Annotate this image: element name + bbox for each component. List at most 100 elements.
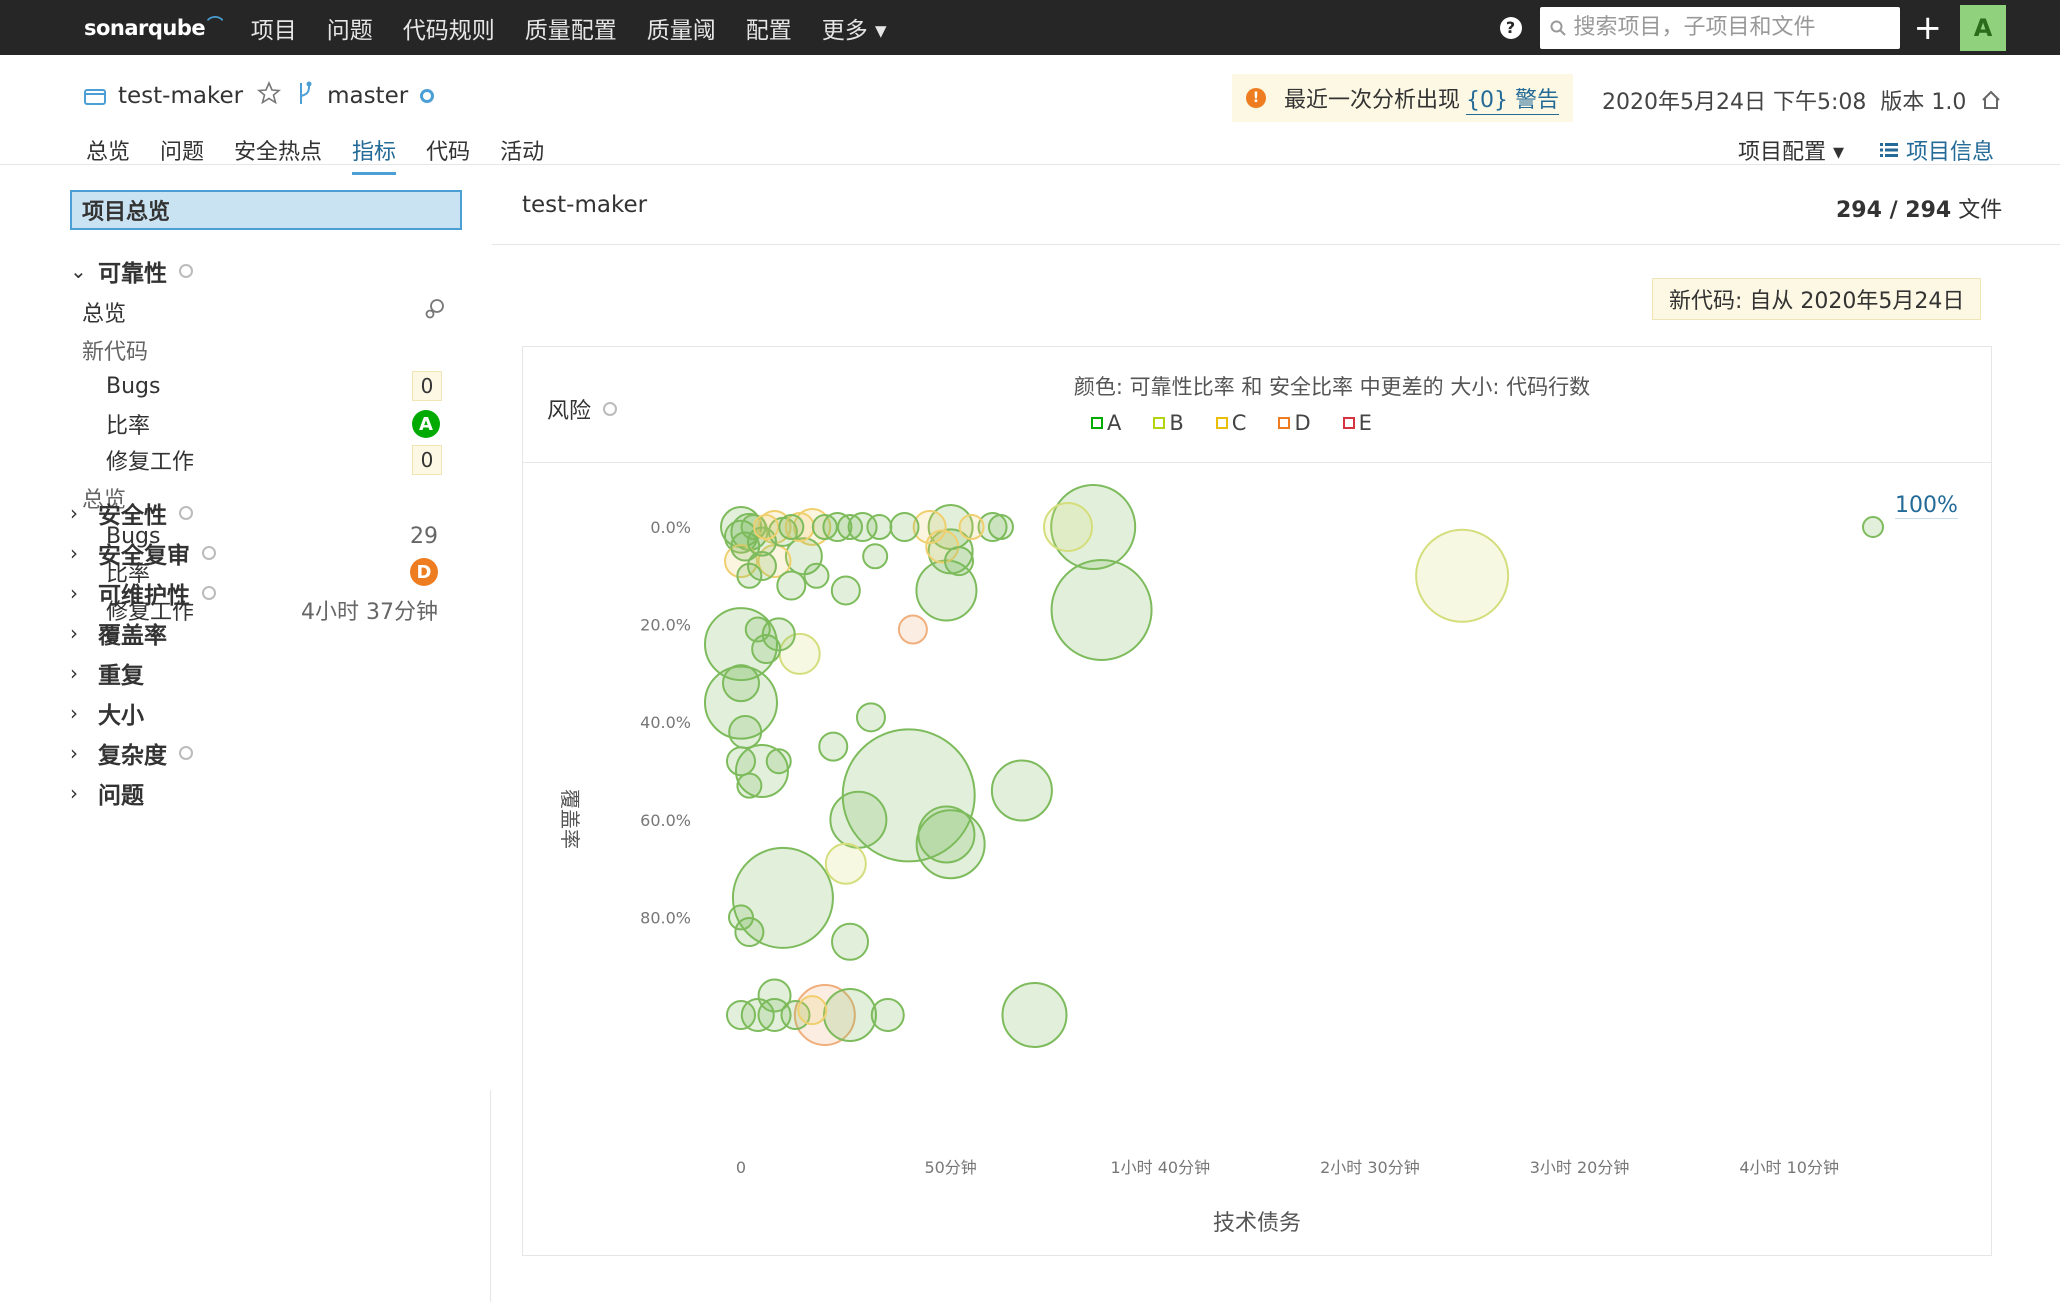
bugs-row[interactable]: Bugs 29 <box>106 523 438 549</box>
bubble-A[interactable] <box>803 562 830 589</box>
bubble-C[interactable] <box>958 514 985 540</box>
tab-1[interactable]: 问题 <box>160 140 205 165</box>
nav-item-5[interactable]: 配置 <box>745 17 792 44</box>
bubble-A[interactable] <box>728 904 754 931</box>
legend-item-C[interactable]: C <box>1215 411 1246 435</box>
bubble-A[interactable] <box>734 917 765 948</box>
bubble-A[interactable] <box>765 748 792 775</box>
category-7[interactable]: › 问题 <box>70 781 144 809</box>
project-name[interactable]: test-maker <box>118 83 244 109</box>
branch-name[interactable]: master <box>327 83 409 109</box>
category-5[interactable]: › 大小 <box>70 701 144 729</box>
legend-item-D[interactable]: D <box>1278 411 1311 435</box>
legend-item-E[interactable]: E <box>1342 411 1372 435</box>
create-plus-button[interactable]: + <box>1913 7 1943 48</box>
nav-item-3[interactable]: 质量配置 <box>524 17 617 44</box>
user-avatar[interactable]: A <box>1960 4 2006 51</box>
favorite-star-icon[interactable] <box>257 80 282 111</box>
global-search[interactable] <box>1539 6 1900 49</box>
effort-row[interactable]: 修复工作 4小时 37分钟 <box>106 594 458 626</box>
bubble-A[interactable] <box>744 616 771 643</box>
info-icon[interactable] <box>202 586 216 600</box>
info-icon[interactable] <box>179 746 193 760</box>
reliability-overview-row[interactable]: 总览 <box>82 296 458 328</box>
bubble-A[interactable] <box>987 514 1014 540</box>
bubble-B[interactable] <box>1043 502 1094 552</box>
bubble-C[interactable] <box>753 514 780 540</box>
bubble-A[interactable] <box>761 617 796 652</box>
bubble-A[interactable] <box>757 978 792 1013</box>
bubble-A[interactable] <box>728 714 763 749</box>
info-icon[interactable] <box>603 402 618 416</box>
bubble-B[interactable] <box>824 842 867 885</box>
nav-item-6[interactable]: 更多 ▾ <box>821 17 887 44</box>
search-input[interactable] <box>1573 15 1874 40</box>
bubble-A[interactable] <box>1050 558 1153 661</box>
tab-5[interactable]: 活动 <box>500 140 545 165</box>
bubble-A[interactable] <box>746 551 777 582</box>
bubble-A[interactable] <box>831 922 870 961</box>
bubble-A[interactable] <box>778 514 805 540</box>
home-icon[interactable] <box>1980 89 2002 111</box>
bubble-A[interactable] <box>855 702 886 733</box>
bubble-A[interactable] <box>731 846 834 949</box>
category-0[interactable]: › 安全性 <box>70 496 193 530</box>
sonarqube-logo[interactable]: sonarqube ⌒ <box>84 15 223 40</box>
bubble-A[interactable] <box>1862 516 1884 538</box>
bubble-A[interactable] <box>917 805 976 864</box>
bubble-A[interactable] <box>726 746 756 777</box>
new-rating-row[interactable]: 比率 A <box>106 408 458 440</box>
nav-item-0[interactable]: 项目 <box>250 17 297 44</box>
bubble-A[interactable] <box>866 514 893 540</box>
project-info-link[interactable]: 项目信息 <box>1880 134 1994 166</box>
project-config-dropdown[interactable]: 项目配置 ▾ <box>1738 140 1845 165</box>
bubble-A[interactable] <box>757 998 792 1032</box>
rating-row[interactable]: 比率 D <box>106 556 458 588</box>
warning-link[interactable]: {0} 警告 <box>1466 82 1560 115</box>
bubble-A[interactable] <box>829 790 888 849</box>
category-reliability[interactable]: ⌄ 可靠性 <box>70 254 193 288</box>
bubble-A[interactable] <box>726 1000 756 1030</box>
bubble-A[interactable] <box>1001 982 1068 1048</box>
bubble-A[interactable] <box>837 514 864 540</box>
category-2[interactable]: › 可维护性 <box>70 576 216 610</box>
new-bugs-row[interactable]: Bugs 0 <box>106 370 458 402</box>
bubble-A[interactable] <box>780 1000 811 1030</box>
info-icon[interactable] <box>179 264 193 278</box>
bubble-A[interactable] <box>736 772 763 799</box>
bubble-A[interactable] <box>915 809 986 880</box>
bubble-A[interactable] <box>889 512 920 542</box>
nav-item-1[interactable]: 问题 <box>326 17 373 44</box>
bubble-A[interactable] <box>870 998 905 1032</box>
nav-item-2[interactable]: 代码规则 <box>402 17 495 44</box>
tab-3[interactable]: 指标 <box>352 134 397 175</box>
bubble-A[interactable] <box>818 731 849 762</box>
bubble-A[interactable] <box>811 514 838 540</box>
bubble-A[interactable] <box>990 759 1053 822</box>
bubble-C[interactable] <box>797 995 828 1026</box>
bubble-B[interactable] <box>1415 528 1510 623</box>
legend-item-B[interactable]: B <box>1153 411 1184 435</box>
help-icon[interactable]: ? <box>1499 16 1522 39</box>
bubble-A[interactable] <box>862 543 889 570</box>
info-icon[interactable] <box>202 546 216 560</box>
bubble-A[interactable] <box>841 728 976 863</box>
bubble-A[interactable] <box>776 570 807 601</box>
nav-item-4[interactable]: 质量阈 <box>646 17 716 44</box>
bubble-A[interactable] <box>977 512 1008 542</box>
tab-4[interactable]: 代码 <box>426 140 471 165</box>
tab-0[interactable]: 总览 <box>86 140 131 165</box>
legend-item-A[interactable]: A <box>1091 411 1121 435</box>
bubble-A[interactable] <box>823 988 878 1042</box>
tab-2[interactable]: 安全热点 <box>234 140 323 165</box>
info-icon[interactable] <box>179 506 193 520</box>
new-effort-row[interactable]: 修复工作 0 <box>106 444 458 476</box>
coverage-100-link[interactable]: 100% <box>1895 493 1958 519</box>
bubble-A[interactable] <box>830 575 861 606</box>
bubble-A[interactable] <box>734 744 789 798</box>
bubble-C[interactable] <box>912 510 947 544</box>
bubble-A[interactable] <box>736 562 763 589</box>
category-6[interactable]: › 复杂度 <box>70 736 193 770</box>
category-4[interactable]: › 重复 <box>70 661 144 689</box>
bubble-D[interactable] <box>897 614 928 645</box>
